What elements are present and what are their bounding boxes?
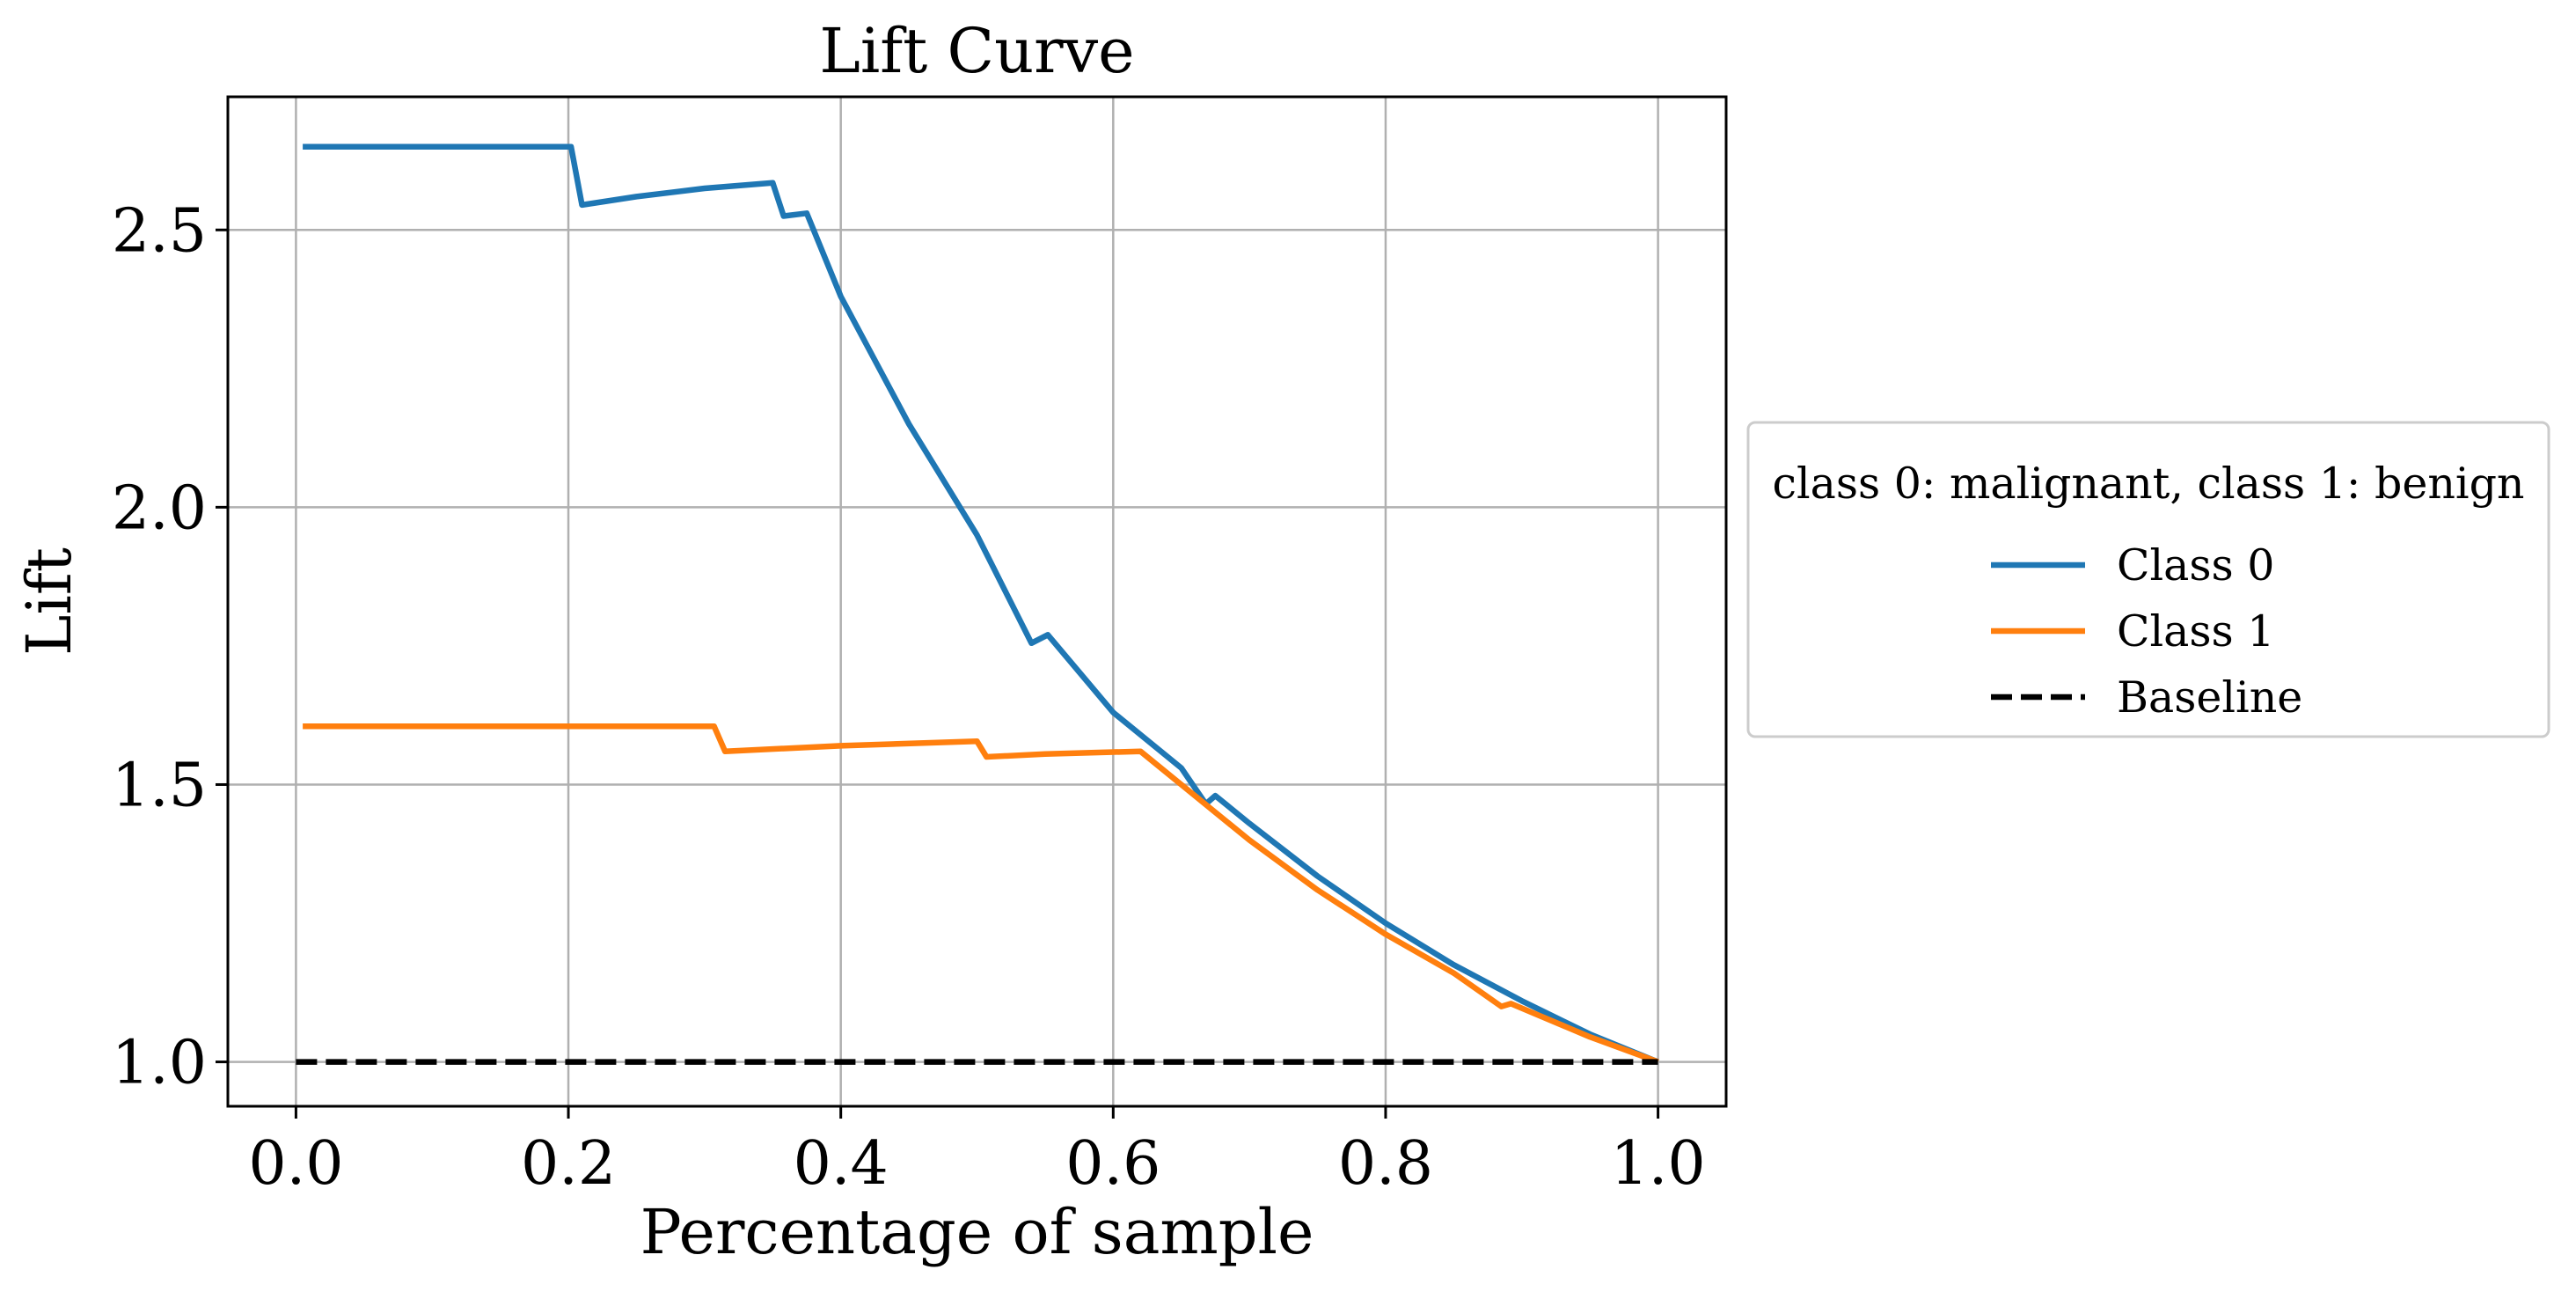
x-tick-label: 0.4 xyxy=(794,1129,889,1199)
legend-entries: Class 0 Class 1 Baseline xyxy=(1991,540,2302,723)
x-tick-label: 0.2 xyxy=(521,1129,616,1199)
x-tick-label: 0.8 xyxy=(1338,1129,1433,1199)
ticks: 0.0 0.2 0.4 0.6 0.8 1.0 1.0 1.5 2.0 2.5 xyxy=(112,196,1706,1199)
chart-title: Lift Curve xyxy=(819,15,1134,87)
plot-frame xyxy=(226,95,1728,1108)
legend-label: Class 0 xyxy=(2117,540,2274,591)
x-tick-label: 1.0 xyxy=(1611,1129,1706,1199)
series-line-class-1 xyxy=(303,723,1659,1065)
x-tick-label: 0.6 xyxy=(1065,1129,1160,1199)
x-axis-label: Percentage of sample xyxy=(640,1196,1314,1268)
legend-label: Class 1 xyxy=(2117,606,2274,657)
x-tick-label: 0.0 xyxy=(248,1129,343,1199)
series-lines xyxy=(296,143,1659,1065)
series-line-class-0 xyxy=(303,143,1659,1065)
legend: class 0: malignant, class 1: benign Clas… xyxy=(1746,421,2550,738)
y-tick-label: 2.5 xyxy=(112,196,207,266)
y-tick-label: 1.5 xyxy=(112,751,207,820)
legend-label: Baseline xyxy=(2117,672,2302,723)
y-tick-label: 1.0 xyxy=(112,1029,207,1098)
y-tick-label: 2.0 xyxy=(112,473,207,543)
legend-title: class 0: malignant, class 1: benign xyxy=(1773,459,2525,509)
y-axis-label: Lift xyxy=(13,547,85,656)
legend-box xyxy=(1746,421,2550,738)
